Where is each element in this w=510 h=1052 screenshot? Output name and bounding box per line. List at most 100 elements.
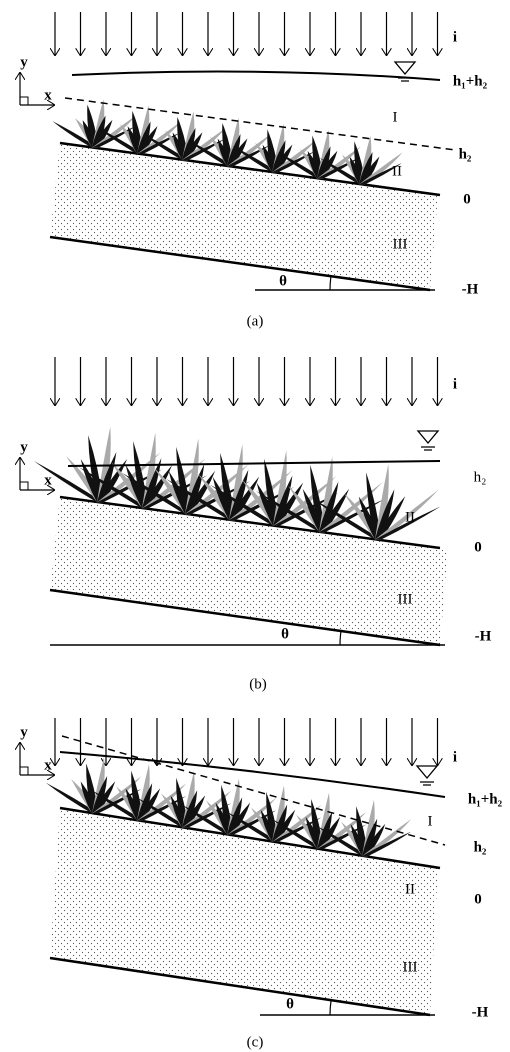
- leaf: [97, 426, 111, 503]
- plant: [319, 135, 403, 185]
- plant: [97, 105, 181, 154]
- leaf: [137, 121, 151, 154]
- soil-label: 0: [474, 891, 482, 907]
- leaf: [272, 140, 316, 173]
- leaf: [232, 145, 278, 173]
- plant: [142, 111, 226, 161]
- impermeable-base: [49, 956, 431, 1017]
- water-surface: [67, 460, 441, 467]
- leaf: [319, 488, 350, 533]
- y-axis-label: y: [20, 724, 28, 740]
- leaf: [137, 783, 187, 821]
- vegetation-top-label: h₂: [474, 839, 487, 855]
- leaf: [319, 499, 385, 533]
- soil-label: 0: [474, 539, 482, 555]
- leaf: [97, 458, 128, 503]
- leaf: [142, 464, 173, 509]
- angle-arc: [329, 276, 332, 291]
- zone-label: II: [405, 509, 415, 525]
- leaf: [362, 823, 386, 857]
- surface-label: h₂: [474, 469, 487, 485]
- x-axis-label: x: [44, 757, 52, 773]
- angle-label: θ: [281, 626, 289, 642]
- rain-label: i: [453, 749, 457, 765]
- x-axis-label: x: [44, 87, 52, 103]
- soil-body: [50, 143, 440, 290]
- plant: [209, 450, 339, 526]
- plant: [135, 771, 232, 828]
- soil-surface: [59, 806, 441, 870]
- leaf: [315, 825, 368, 857]
- leaf: [273, 475, 293, 526]
- leaf: [209, 484, 279, 526]
- leaf: [362, 818, 378, 857]
- zone-label: II: [405, 881, 415, 897]
- leaf: [311, 498, 381, 540]
- leaf: [273, 450, 287, 526]
- leaf: [227, 134, 271, 167]
- leaf: [182, 790, 232, 828]
- zone-label: III: [393, 236, 408, 252]
- leaf: [227, 797, 277, 835]
- leaf: [180, 804, 233, 835]
- leaf: [185, 470, 216, 515]
- soil-label: 0: [463, 191, 471, 207]
- leaf: [319, 456, 333, 533]
- leaf: [92, 115, 106, 148]
- leaf: [375, 489, 439, 540]
- right-angle: [20, 96, 29, 105]
- leaf: [375, 489, 395, 540]
- leaf: [317, 146, 331, 179]
- base-label: -H: [475, 628, 492, 644]
- leaf: [137, 126, 158, 154]
- leaf: [270, 818, 323, 850]
- vegetation-top-label: h₂: [459, 146, 472, 162]
- leaf: [366, 472, 381, 540]
- leaf: [227, 133, 241, 167]
- leaf: [319, 481, 339, 533]
- plant: [52, 99, 136, 148]
- leaf: [255, 490, 325, 533]
- leaf: [362, 819, 412, 857]
- leaf: [185, 438, 199, 515]
- right-angle: [20, 766, 29, 775]
- leaf: [187, 139, 233, 167]
- leaf: [359, 163, 402, 185]
- base-label: -H: [462, 281, 479, 297]
- soil-surface: [59, 141, 441, 197]
- water-symbol: [415, 765, 439, 786]
- leaf: [142, 432, 156, 509]
- plant: [45, 757, 142, 814]
- leaf: [229, 476, 260, 521]
- caption: (b): [249, 676, 267, 692]
- angle-arc: [329, 1000, 332, 1016]
- leaf: [90, 789, 143, 821]
- caption: (a): [247, 313, 264, 329]
- plant: [165, 444, 295, 521]
- leaf: [182, 132, 203, 161]
- leaf: [359, 152, 403, 185]
- leaf: [182, 128, 226, 161]
- plant: [232, 123, 316, 173]
- angle-label: θ: [286, 996, 294, 1012]
- base-label: -H: [472, 1004, 489, 1020]
- leaf: [317, 811, 367, 850]
- leaf: [317, 150, 338, 179]
- leaf: [45, 782, 98, 814]
- leaf: [92, 115, 136, 148]
- y-axis-label: y: [20, 439, 28, 455]
- leaf: [185, 463, 205, 515]
- plant: [270, 792, 367, 850]
- plant: [187, 117, 271, 167]
- leaf: [229, 469, 249, 521]
- leaf: [137, 121, 181, 154]
- leaf: [310, 464, 325, 533]
- water-surface: [59, 751, 446, 798]
- impermeable-base: [49, 588, 441, 647]
- zone-label: III: [398, 591, 413, 607]
- plant: [277, 130, 361, 179]
- zone-label: III: [403, 959, 418, 975]
- leaf: [362, 831, 412, 857]
- water-symbol: [393, 61, 417, 82]
- leaf: [97, 127, 143, 154]
